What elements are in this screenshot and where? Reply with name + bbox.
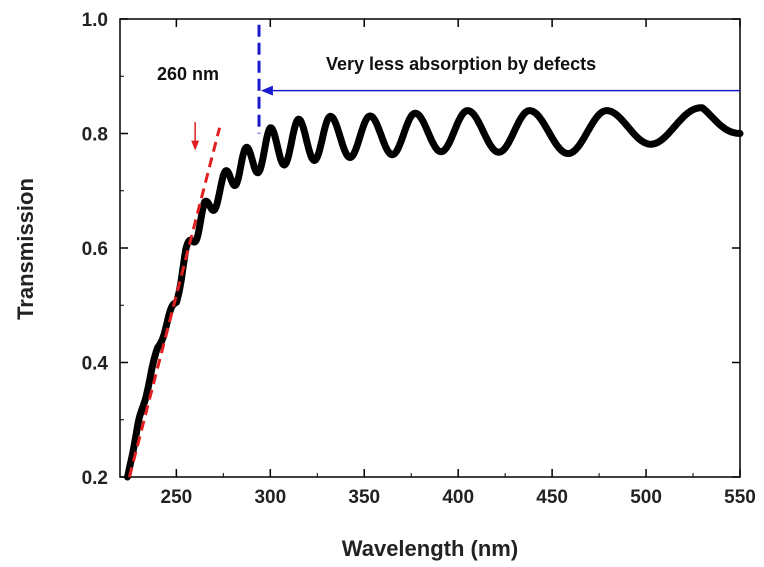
x-tick-label: 450 (536, 487, 568, 508)
y-tick-label: 0.4 (82, 354, 109, 375)
blue-arrow-head (260, 85, 273, 96)
x-tick-label: 350 (348, 487, 380, 508)
y-tick-label: 0.2 (82, 468, 108, 489)
series-layer (124, 104, 744, 481)
wavelength-annotation-label: 260 nm (157, 64, 219, 84)
axes: 250 300 350 400 450 500 550 0.2 0.4 0.6 0.8 1.0 (82, 10, 756, 508)
x-tick-label: 250 (161, 487, 193, 508)
x-tick-label: 550 (724, 487, 756, 508)
plot-frame (119, 18, 741, 478)
x-axis-label: Wavelength (nm) (342, 536, 518, 561)
annotations (127, 24, 740, 478)
y-tick-label: 1.0 (82, 10, 108, 31)
absorption-annotation-label: Very less absorption by defects (326, 54, 596, 74)
wavelength-arrow-head (191, 140, 200, 151)
tangent-dashed-line (127, 127, 222, 478)
y-tick-label: 0.8 (82, 125, 108, 146)
x-tick-label: 500 (630, 487, 662, 508)
x-tick-label: 400 (442, 487, 474, 508)
y-axis-label: Transmission (13, 178, 38, 320)
x-tick-label: 300 (254, 487, 286, 508)
transmission-series-line (124, 104, 744, 481)
y-tick-label: 0.6 (82, 239, 108, 260)
